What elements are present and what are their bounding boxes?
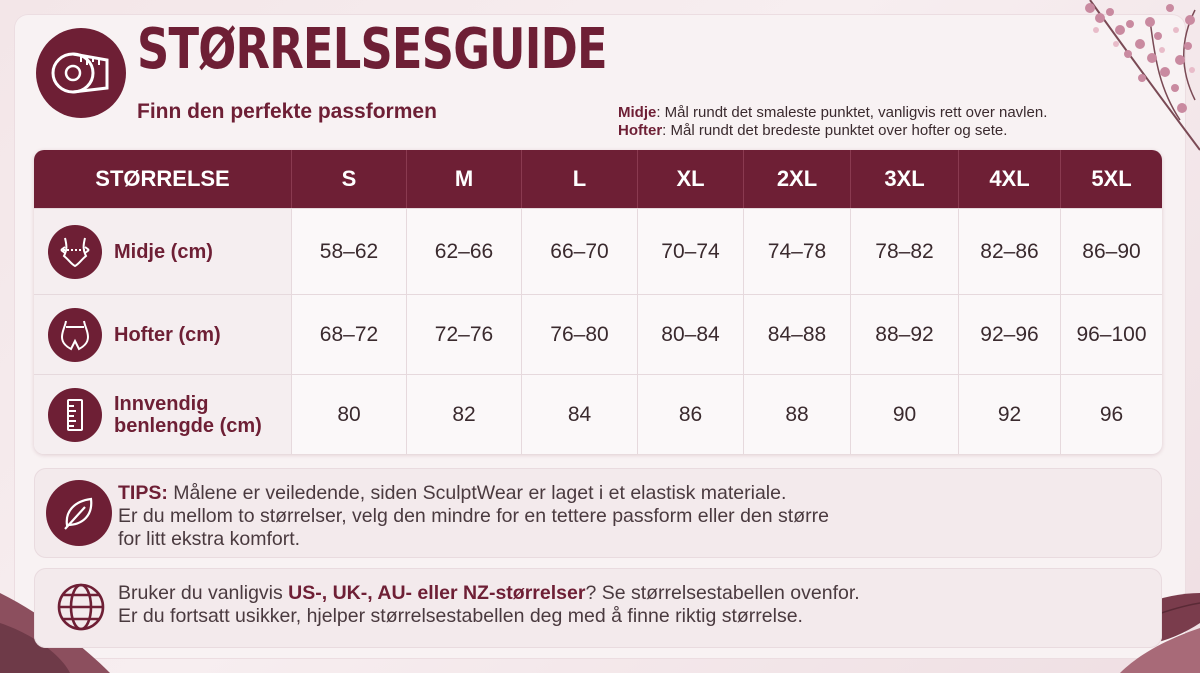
table-row-inseam: Innvendig benlengde (cm) 80 82 84 86 88 … bbox=[34, 374, 1162, 454]
table-cell: 92 bbox=[959, 375, 1061, 454]
row-header-waist: Midje (cm) bbox=[34, 209, 292, 294]
table-cell: 96 bbox=[1099, 402, 1124, 426]
table-cell: 68–72 bbox=[292, 295, 407, 374]
header-size-4xl: 4XL bbox=[959, 150, 1061, 208]
note-hips: Hofter: Mål rundt det bredeste punktet o… bbox=[618, 122, 1008, 139]
table-row-waist: Midje (cm) 58–62 62–66 66–70 70–74 74–78… bbox=[34, 208, 1162, 294]
tips-box: TIPS: Målene er veiledende, siden Sculpt… bbox=[34, 468, 1162, 558]
table-cell: 76–80 bbox=[522, 295, 638, 374]
header-size-xl: XL bbox=[638, 150, 744, 208]
table-cell: 58–62 bbox=[292, 209, 407, 294]
table-cell: 82–86 bbox=[959, 209, 1061, 294]
table-cell: 86–90 bbox=[1082, 239, 1141, 263]
table-cell: 88 bbox=[744, 375, 851, 454]
table-cell: 92–96 bbox=[959, 295, 1061, 374]
header-size-2xl: 2XL bbox=[744, 150, 851, 208]
row-label-hips: Hofter (cm) bbox=[114, 323, 221, 346]
table-cell: 84 bbox=[522, 375, 638, 454]
header-size-l: L bbox=[522, 150, 638, 208]
table-cell: 96–100 bbox=[1076, 322, 1147, 346]
table-cell: 88–92 bbox=[851, 295, 959, 374]
table-cell: 72–76 bbox=[407, 295, 522, 374]
header-size-s: S bbox=[292, 150, 407, 208]
header-size-5xl: 5XL bbox=[1091, 166, 1132, 191]
table-cell: 82 bbox=[407, 375, 522, 454]
table-cell: 62–66 bbox=[407, 209, 522, 294]
header-size-m: M bbox=[407, 150, 522, 208]
table-cell: 90 bbox=[851, 375, 959, 454]
note-waist: Midje: Mål rundt det smaleste punktet, v… bbox=[618, 104, 1048, 121]
table-cell: 86 bbox=[638, 375, 744, 454]
intl-sizes-text: Bruker du vanligvis US-, UK-, AU- eller … bbox=[118, 582, 860, 627]
table-row-hips: Hofter (cm) 68–72 72–76 76–80 80–84 84–8… bbox=[34, 294, 1162, 374]
table-header: STØRRELSE S M L XL 2XL 3XL 4XL 5XL bbox=[34, 150, 1162, 208]
table-cell: 84–88 bbox=[744, 295, 851, 374]
hips-icon bbox=[48, 307, 102, 362]
waist-icon bbox=[48, 224, 102, 279]
ruler-icon bbox=[48, 387, 102, 442]
intl-sizes-box: Bruker du vanligvis US-, UK-, AU- eller … bbox=[34, 568, 1162, 648]
tips-label: TIPS: bbox=[118, 482, 168, 504]
row-header-inseam: Innvendig benlengde (cm) bbox=[34, 375, 292, 454]
page-title: STØRRELSESGUIDE bbox=[137, 17, 608, 82]
measuring-tape-icon bbox=[36, 28, 126, 118]
table-cell: 74–78 bbox=[744, 209, 851, 294]
row-label-waist: Midje (cm) bbox=[114, 240, 213, 263]
table-cell: 70–74 bbox=[638, 209, 744, 294]
globe-icon bbox=[48, 574, 114, 640]
intl-sizes-bold: US-, UK-, AU- eller NZ-størrelser bbox=[288, 582, 586, 604]
table-cell: 78–82 bbox=[851, 209, 959, 294]
leaf-icon bbox=[46, 480, 112, 546]
table-cell: 80 bbox=[292, 375, 407, 454]
measurement-notes: Midje: Mål rundt det smaleste punktet, v… bbox=[618, 104, 1047, 140]
header-corner-label: STØRRELSE bbox=[34, 150, 292, 208]
table-cell: 66–70 bbox=[522, 209, 638, 294]
flower-branch-decoration bbox=[1085, 0, 1200, 151]
page-subtitle: Finn den perfekte passformen bbox=[137, 100, 437, 123]
size-table: STØRRELSE S M L XL 2XL 3XL 4XL 5XL Midje… bbox=[34, 150, 1162, 454]
table-cell: 80–84 bbox=[638, 295, 744, 374]
header-size-3xl: 3XL bbox=[851, 150, 959, 208]
row-header-hips: Hofter (cm) bbox=[34, 295, 292, 374]
tips-text: TIPS: Målene er veiledende, siden Sculpt… bbox=[118, 482, 829, 550]
row-label-inseam: Innvendig benlengde (cm) bbox=[114, 392, 262, 437]
